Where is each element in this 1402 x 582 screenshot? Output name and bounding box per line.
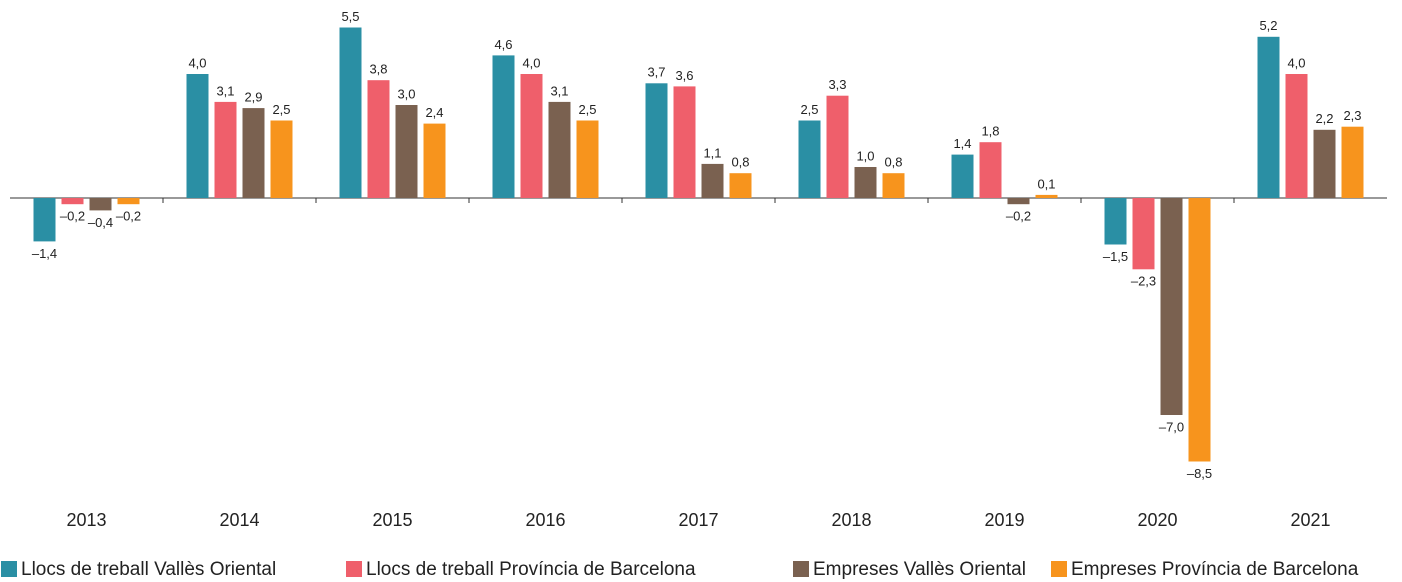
data-label: 2,5: [578, 102, 596, 117]
legend-label: Empreses Província de Barcelona: [1071, 559, 1359, 580]
bar: [395, 105, 418, 198]
data-label: –1,4: [32, 246, 57, 261]
data-label: 4,0: [522, 55, 540, 70]
data-label: 1,0: [856, 148, 874, 163]
x-tick-label: 2020: [1137, 510, 1177, 530]
bar: [520, 74, 543, 198]
data-label: 2,5: [272, 102, 290, 117]
data-label: –0,2: [1006, 209, 1031, 224]
bar: [270, 120, 293, 198]
bar: [1285, 74, 1308, 198]
data-label: 3,1: [550, 83, 568, 98]
bar: [1035, 194, 1058, 198]
data-label: 3,3: [828, 77, 846, 92]
data-label: 0,8: [884, 155, 902, 170]
data-label: 2,4: [425, 105, 443, 120]
bar: [548, 101, 571, 198]
data-label: –8,5: [1187, 466, 1212, 481]
data-label: 0,1: [1037, 176, 1055, 191]
data-label: 3,7: [647, 65, 665, 80]
bar: [701, 163, 724, 198]
bar: [186, 74, 209, 198]
data-label: 3,0: [397, 86, 415, 101]
legend-swatch: [1, 561, 17, 577]
legend-swatch: [793, 561, 809, 577]
data-label: 3,6: [675, 68, 693, 83]
x-tick-label: 2021: [1290, 510, 1330, 530]
bar: [979, 142, 1002, 198]
x-tick-label: 2016: [525, 510, 565, 530]
data-label: 3,8: [369, 62, 387, 77]
bar: [826, 95, 849, 198]
data-label: 4,6: [494, 37, 512, 52]
data-label: 1,4: [953, 136, 971, 151]
bar: [798, 120, 821, 198]
data-label: 2,2: [1315, 111, 1333, 126]
data-label: –1,5: [1103, 249, 1128, 264]
data-label: 2,5: [800, 102, 818, 117]
data-label: 1,1: [703, 145, 721, 160]
bar: [1132, 198, 1155, 270]
data-label: 3,1: [216, 83, 234, 98]
bar: [673, 86, 696, 198]
x-tick-label: 2019: [984, 510, 1024, 530]
bar: [242, 108, 265, 198]
bar: [951, 154, 974, 198]
data-label: –7,0: [1159, 419, 1184, 434]
bar: [117, 198, 140, 205]
data-label: –0,4: [88, 215, 113, 230]
bar: [1313, 129, 1336, 198]
bar: [1160, 198, 1183, 415]
bar: [33, 198, 56, 242]
bar: [61, 198, 84, 205]
bar: [1188, 198, 1211, 462]
data-label: 2,9: [244, 90, 262, 105]
x-tick-label: 2015: [372, 510, 412, 530]
x-tick-label: 2018: [831, 510, 871, 530]
data-label: 4,0: [188, 55, 206, 70]
data-label: –0,2: [60, 209, 85, 224]
legend-swatch: [1051, 561, 1067, 577]
legend-swatch: [346, 561, 362, 577]
data-label: –2,3: [1131, 274, 1156, 289]
bar: [1257, 36, 1280, 198]
x-tick-label: 2014: [219, 510, 259, 530]
bar: [367, 80, 390, 198]
bar: [1104, 198, 1127, 245]
data-label: 5,2: [1259, 18, 1277, 33]
data-label: 1,8: [981, 124, 999, 139]
legend-label: Llocs de treball Província de Barcelona: [366, 559, 696, 580]
data-label: 5,5: [341, 9, 359, 24]
bar: [1007, 198, 1030, 205]
data-label: 0,8: [731, 155, 749, 170]
bar: [214, 101, 237, 198]
bar: [576, 120, 599, 198]
bar: [645, 83, 668, 198]
bar: [1341, 126, 1364, 198]
bar: [882, 173, 905, 198]
bar: [854, 167, 877, 198]
bar: [729, 173, 752, 198]
x-tick-label: 2017: [678, 510, 718, 530]
data-label: 2,3: [1343, 108, 1361, 123]
legend-label: Llocs de treball Vallès Oriental: [21, 559, 276, 580]
x-tick-label: 2013: [66, 510, 106, 530]
bar: [492, 55, 515, 199]
legend-label: Empreses Vallès Oriental: [813, 559, 1026, 580]
data-label: 4,0: [1287, 55, 1305, 70]
bar: [339, 27, 362, 198]
bar: [423, 123, 446, 198]
bar: [89, 198, 112, 211]
data-label: –0,2: [116, 209, 141, 224]
